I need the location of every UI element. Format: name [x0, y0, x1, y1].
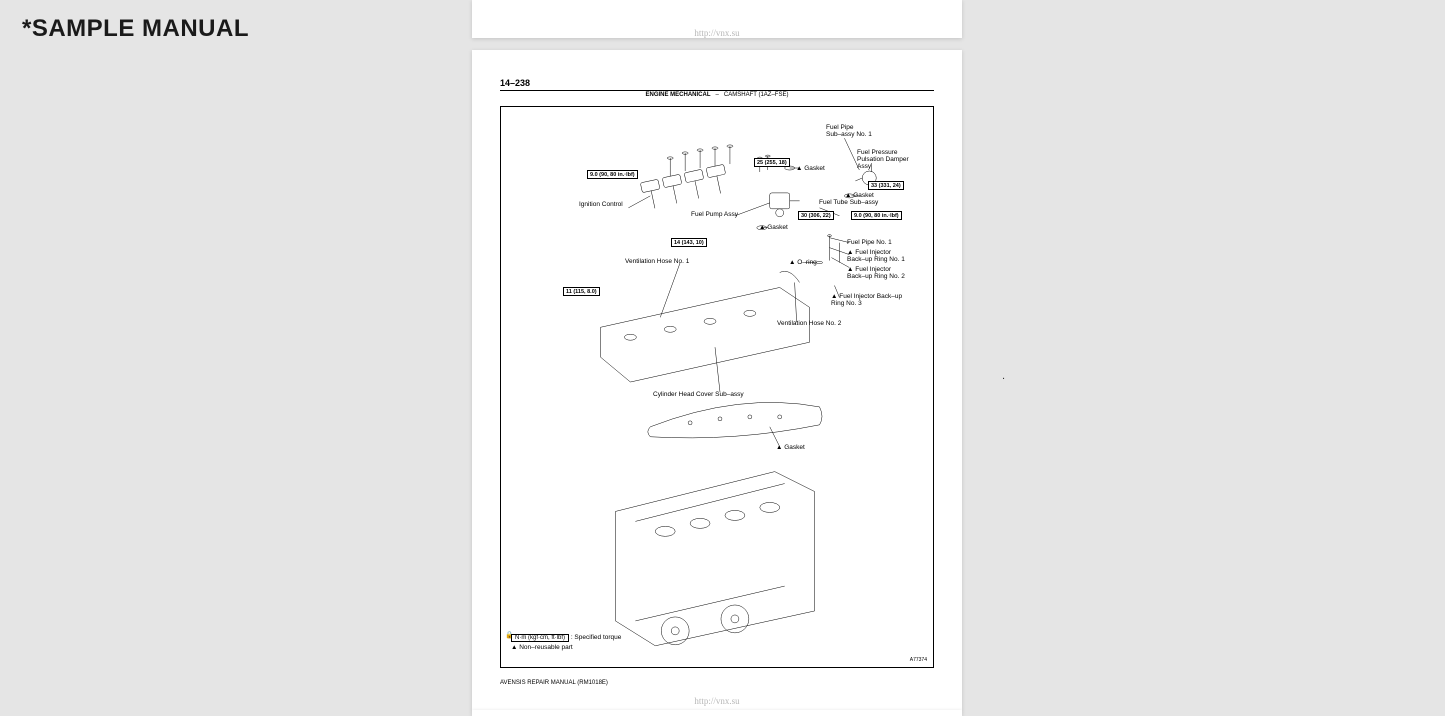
lbl-gasket-3: ▲ Gasket [759, 224, 788, 231]
lbl-vent-hose-1: Ventilation Hose No. 1 [625, 258, 689, 265]
torque-11: 11 (115, 8.0) [563, 287, 600, 296]
legend-nonreusable: ▲ Non–reusable part [511, 644, 621, 651]
torque-9-0-b: 9.0 (90, 80 in.·lbf) [851, 211, 902, 220]
torque-30: 30 (306, 22) [798, 211, 834, 220]
header-title: ENGINE MECHANICAL – CAMSHAFT (1AZ–FSE) [646, 92, 789, 98]
lbl-gasket-4: ▲ Gasket [776, 444, 805, 451]
figure-ref: A77374 [910, 657, 927, 663]
lbl-fuel-pipe-subassy: Fuel PipeSub–assy No. 1 [826, 124, 872, 138]
url-footer-top: http://vnx.su [694, 28, 739, 38]
legend-torque-label: : Specified torque [571, 634, 622, 641]
torque-25: 25 (255, 18) [754, 158, 790, 167]
prev-page-sliver: http://vnx.su [472, 0, 962, 38]
lbl-fuel-pump: Fuel Pump Assy [691, 211, 738, 218]
lbl-gasket-1: ▲ Gasket [796, 165, 825, 172]
lbl-injector-2: ▲ Fuel InjectorBack–up Ring No. 2 [847, 266, 905, 280]
torque-14: 14 (143, 10) [671, 238, 707, 247]
diagram-svg [501, 107, 933, 667]
lbl-oring: ▲ O–ring [789, 259, 817, 266]
manual-page: 14–238 ENGINE MECHANICAL – CAMSHAFT (1AZ… [472, 50, 962, 710]
lbl-injector-backup3: ▲ Fuel Injector Back–upRing No. 3 [831, 293, 902, 307]
lbl-fuel-pipe1: Fuel Pipe No. 1 [847, 239, 892, 246]
page-number: 14–238 [500, 78, 530, 88]
url-footer: http://vnx.su [694, 696, 739, 706]
lbl-fuel-tube: Fuel Tube Sub–assy [819, 199, 878, 206]
torque-9-0-a: 9.0 (90, 80 in.·lbf) [587, 170, 638, 179]
diagram-frame: 9.0 (90, 80 in.·lbf) 25 (255, 18) 33 (33… [500, 106, 934, 668]
header-section: ENGINE MECHANICAL [646, 92, 711, 98]
torque-33: 33 (331, 24) [868, 181, 904, 190]
lbl-cyl-head-cover: Cylinder Head Cover Sub–assy [653, 391, 744, 398]
legend: N·m (kgf·cm, ft·lbf) : Specified torque … [511, 634, 621, 653]
header-rule [500, 90, 934, 91]
header-sep: – [716, 92, 719, 98]
lbl-injector-1: ▲ Fuel InjectorBack–up Ring No. 1 [847, 249, 905, 263]
next-page-sliver [472, 710, 962, 716]
manual-footer: AVENSIS REPAIR MANUAL (RM1018E) [500, 680, 608, 686]
lbl-fuel-pressure-damper: Fuel PressurePulsation DamperAssy [857, 149, 909, 170]
lbl-ignition: Ignition Control [579, 201, 623, 208]
header-subsection: CAMSHAFT (1AZ–FSE) [724, 92, 789, 98]
legend-torque-box: N·m (kgf·cm, ft·lbf) [511, 634, 569, 642]
stray-dot: . [1002, 370, 1005, 382]
sample-watermark: *SAMPLE MANUAL [22, 15, 249, 43]
lbl-vent-hose-2: Ventilation Hose No. 2 [777, 320, 841, 327]
